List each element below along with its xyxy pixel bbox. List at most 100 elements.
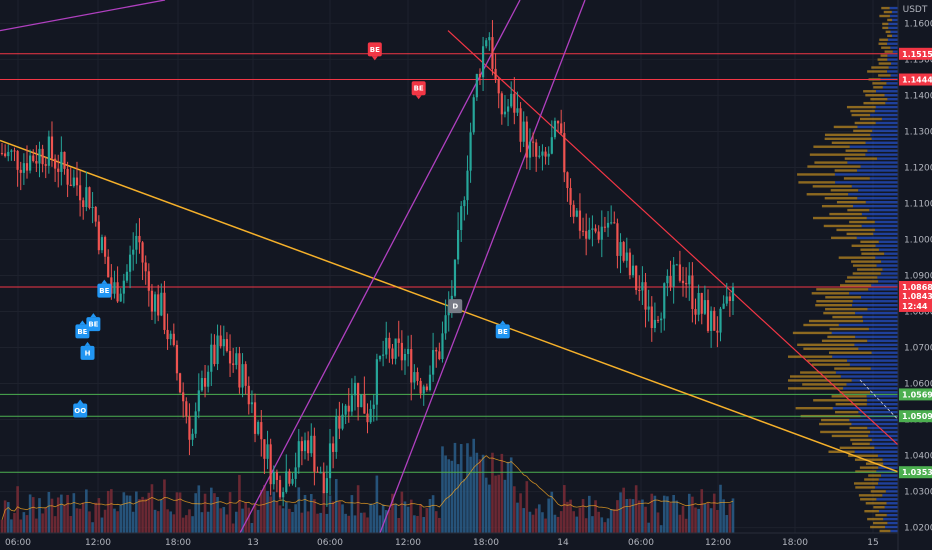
- profile-bar-up: [890, 74, 898, 77]
- candle-body: [394, 338, 397, 359]
- profile-bar-down: [878, 62, 891, 65]
- profile-bar-down: [824, 137, 872, 141]
- signal-marker-h: H: [80, 341, 95, 360]
- profile-bar-down: [816, 300, 853, 303]
- candle-body: [163, 292, 166, 330]
- profile-bar-up: [846, 383, 898, 386]
- volume-bar: [516, 502, 519, 533]
- candle-body: [57, 168, 60, 172]
- candle-body: [310, 435, 313, 454]
- volume-bar: [281, 508, 285, 533]
- profile-bar-down: [887, 18, 893, 22]
- candle-body: [535, 142, 538, 157]
- time-tick-label: 06:00: [628, 538, 654, 548]
- volume-bar: [728, 503, 732, 533]
- candle-body: [188, 416, 191, 440]
- candle-body: [266, 444, 269, 459]
- profile-bar-up: [875, 105, 898, 109]
- volume-bar: [147, 492, 151, 533]
- volume-bar: [50, 498, 54, 533]
- profile-bar-down: [855, 470, 877, 473]
- profile-bar-up: [874, 220, 898, 224]
- volume-bar: [434, 511, 438, 533]
- candle-body: [391, 348, 394, 359]
- profile-bar-up: [840, 375, 898, 378]
- marker-label: BE: [77, 328, 87, 336]
- volume-bar: [397, 518, 401, 533]
- candle-body: [585, 231, 588, 239]
- candle-body: [322, 472, 325, 494]
- profile-bar-up: [885, 525, 898, 529]
- candle-body: [419, 380, 422, 394]
- volume-bar: [63, 504, 66, 533]
- volume-bar: [25, 515, 29, 533]
- volume-bar: [103, 509, 107, 533]
- profile-bar-up: [835, 181, 898, 184]
- volume-bar: [363, 512, 366, 533]
- candle-body: [47, 136, 50, 166]
- volume-bar: [522, 508, 525, 533]
- profile-bar-down: [809, 153, 866, 156]
- profile-bar-down: [835, 410, 859, 414]
- candle-body: [700, 292, 703, 314]
- volume-bar: [709, 508, 713, 533]
- candle-body: [253, 402, 257, 434]
- candle-body: [235, 353, 238, 365]
- profile-bar-down: [840, 284, 872, 287]
- candle-body: [731, 287, 735, 302]
- profile-bar-up: [870, 367, 898, 370]
- profile-bar-down: [807, 165, 861, 168]
- candle-body: [25, 163, 29, 171]
- candle-body: [353, 382, 357, 396]
- price-axis[interactable]: USDT 1.16000 1.15000 1.14000 1.13000 1.12000 1…: [898, 0, 932, 550]
- candle-body: [169, 333, 172, 340]
- profile-bar-up: [885, 101, 898, 105]
- volume-profile: [788, 6, 898, 533]
- volume-bar: [338, 501, 341, 533]
- volume-bar: [119, 504, 123, 533]
- profile-bar-up: [882, 86, 898, 89]
- candle-body: [491, 37, 494, 69]
- volume-bar: [213, 493, 216, 533]
- profile-bar-up: [878, 482, 898, 485]
- price-tick-label: 1.08000: [904, 308, 932, 318]
- profile-bar-down: [860, 498, 877, 501]
- profile-bar-down: [820, 430, 871, 434]
- volume-bar: [509, 457, 513, 533]
- profile-bar-up: [858, 410, 898, 414]
- profile-bar-up: [849, 418, 898, 422]
- profile-bar-up: [881, 117, 898, 121]
- candle-body: [475, 73, 478, 98]
- volume-bar: [181, 517, 185, 533]
- time-tick-label: 18:00: [165, 538, 191, 548]
- profile-bar-up: [852, 303, 898, 307]
- profile-bar-up: [875, 90, 898, 93]
- volume-bar: [631, 499, 635, 533]
- candle-body: [669, 275, 672, 287]
- profile-bar-up: [871, 284, 898, 287]
- candle-body: [72, 177, 75, 186]
- candle-body: [456, 230, 460, 260]
- candle-body: [147, 271, 150, 291]
- volume-bar: [547, 498, 550, 533]
- signal-marker-be: BE: [75, 320, 90, 339]
- profile-bar-down: [860, 240, 879, 244]
- profile-bar-down: [813, 399, 867, 402]
- candle-body: [238, 353, 241, 388]
- volume-bar: [538, 504, 541, 533]
- candle-body: [157, 294, 160, 316]
- volume-bar: [409, 499, 413, 533]
- profile-bar-down: [806, 193, 849, 196]
- candle-body: [378, 355, 382, 360]
- profile-bar-up: [878, 478, 898, 481]
- volume-bar: [513, 486, 516, 533]
- volume-bar: [163, 479, 166, 533]
- volume-bar: [166, 509, 169, 533]
- candle-body: [257, 422, 260, 434]
- profile-bar-down: [882, 26, 889, 30]
- volume-bar: [141, 496, 144, 533]
- profile-bar-up: [849, 363, 898, 366]
